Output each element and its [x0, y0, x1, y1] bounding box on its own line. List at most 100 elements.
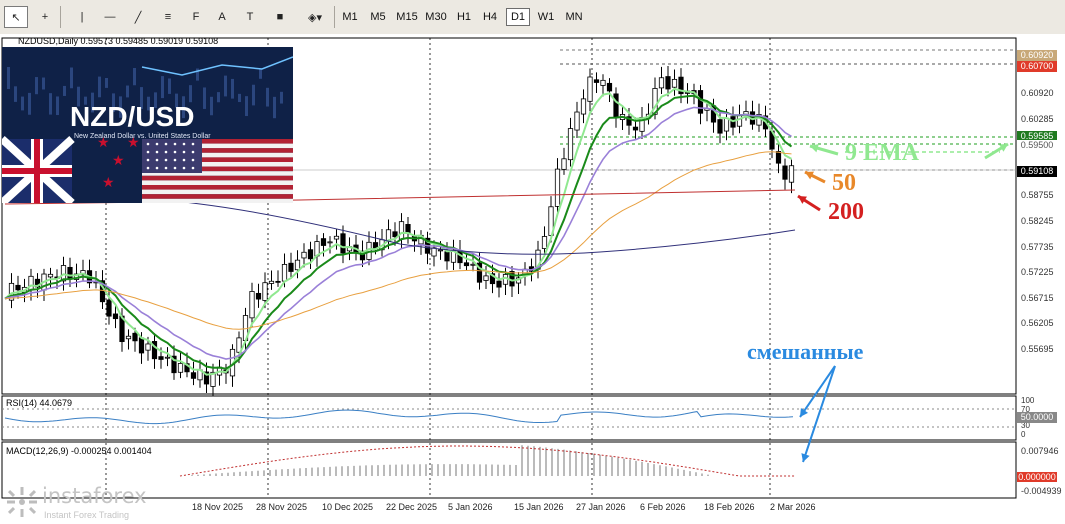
banner-candle [7, 67, 10, 89]
banner-candle [203, 87, 206, 109]
banner-candle [112, 93, 115, 113]
us-star [155, 166, 159, 170]
banner-candle [252, 84, 255, 106]
candle-body [444, 251, 450, 262]
banner-candle [63, 85, 66, 96]
banner-candle [168, 78, 171, 94]
fibonacci-icon[interactable]: F [192, 11, 200, 23]
rsi-tick: 70 [1021, 405, 1030, 414]
candle-body [580, 98, 587, 115]
candle-body [158, 356, 164, 360]
timeframe-h1[interactable]: H1 [456, 11, 472, 23]
ma200-arrow-head [798, 196, 807, 204]
us-flag-stripe [142, 194, 293, 199]
shapes-icon[interactable]: ■ [276, 11, 284, 23]
banner-candle [98, 76, 101, 98]
candle-body [671, 78, 678, 88]
arrows-dropdown-icon[interactable]: ◈▾ [308, 11, 322, 24]
date-tick: 2 Mar 2026 [770, 502, 816, 512]
rsi-tick: 0 [1021, 430, 1026, 439]
us-star [155, 158, 159, 162]
candle-body [606, 82, 613, 92]
banner-candle [126, 85, 129, 98]
timeframe-h4[interactable]: H4 [482, 11, 498, 23]
candle-body [249, 291, 255, 319]
purple-ma-line [4, 106, 792, 360]
rsi-tick: 100 [1021, 396, 1035, 405]
banner-candle [42, 77, 45, 90]
price-chart[interactable]: NZDUSD,Daily 0.59573 0.59485 0.59019 0.5… [0, 34, 1065, 524]
timeframe-d1[interactable]: D1 [506, 8, 530, 26]
timeframe-m30[interactable]: M30 [425, 11, 447, 23]
candle-body [60, 265, 67, 282]
banner-candle [196, 68, 199, 81]
ma50-arrow-head [805, 171, 814, 180]
us-star [182, 150, 186, 154]
candle-body [177, 363, 184, 373]
candle-body [405, 224, 411, 234]
banner-candle [147, 96, 150, 111]
date-tick: 5 Jan 2026 [448, 502, 493, 512]
us-star [155, 150, 159, 154]
us-flag-stripe [142, 198, 293, 203]
candle-body [554, 168, 561, 207]
candle-body [145, 343, 151, 351]
us-flag-stripe [142, 185, 293, 190]
horizontal-line-icon[interactable]: — [104, 11, 116, 23]
candle-body [125, 335, 132, 340]
us-flag-stripe [142, 143, 293, 149]
candle-body [8, 282, 15, 301]
nz-star: ★ [127, 135, 140, 151]
candle-body [255, 292, 262, 300]
candle-body [184, 363, 190, 373]
candle-body [210, 371, 216, 387]
timeframe-m5[interactable]: M5 [370, 11, 386, 23]
candle-body [697, 90, 704, 114]
rsi-panel-frame [1, 395, 1017, 441]
crosshair-icon[interactable]: + [41, 11, 49, 23]
banner-candle [14, 86, 17, 102]
trendline-icon[interactable]: ╱ [134, 11, 142, 24]
us-star [191, 158, 195, 162]
us-flag-stripe [142, 180, 293, 185]
macd-panel-frame [1, 441, 1017, 499]
banner-candle [91, 92, 94, 113]
candle-body [392, 231, 398, 238]
us-flag-stripe [142, 162, 293, 167]
text-label-icon[interactable]: T [246, 11, 254, 23]
price-tag: 0.60700 [1017, 61, 1057, 72]
candle-body [717, 119, 723, 134]
ma200-annotation: 200 [828, 199, 864, 225]
price-tick: 0.55695 [1021, 344, 1054, 354]
vertical-line-icon[interactable]: | [80, 11, 84, 23]
candle-body [541, 236, 548, 249]
candle-body [333, 235, 340, 240]
us-star [191, 142, 195, 146]
watermark-brand: instaforex [42, 484, 147, 508]
channel-icon[interactable]: ≡ [164, 11, 172, 23]
banner-candle [175, 93, 178, 108]
instaforex-watermark: instaforex Instant Forex Trading [4, 482, 189, 522]
rsi-label: RSI(14) 44.0679 [6, 398, 73, 408]
us-star [182, 142, 186, 146]
macd-pointer-arrow [802, 365, 836, 463]
banner-candle [238, 93, 241, 103]
ema9-annotation: 9 EMA [845, 140, 919, 166]
rsi-line [4, 409, 794, 425]
timeframe-m15[interactable]: M15 [396, 11, 418, 23]
ema9-arrow-right-head [999, 144, 1008, 152]
candle-body [15, 284, 21, 291]
cursor-arrow-icon[interactable]: ↖ [4, 6, 28, 28]
price-tick: 0.60285 [1021, 113, 1054, 124]
text-tool-icon[interactable]: A [218, 11, 226, 23]
timeframe-w1[interactable]: W1 [537, 11, 555, 23]
candle-body [476, 262, 483, 283]
rsi-pointer-arrow-head [800, 408, 809, 417]
timeframe-m1[interactable]: M1 [342, 11, 358, 23]
banner-candle [35, 77, 38, 95]
us-star [182, 158, 186, 162]
candle-body [203, 371, 210, 385]
candle-body [28, 275, 34, 291]
timeframe-mn[interactable]: MN [565, 11, 583, 23]
candle-body [359, 250, 366, 261]
